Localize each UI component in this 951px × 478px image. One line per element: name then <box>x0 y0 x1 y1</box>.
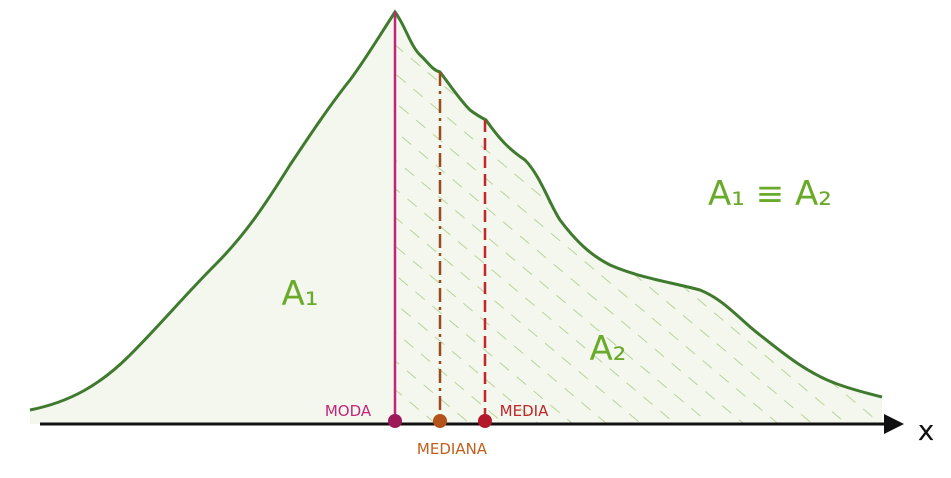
median-point <box>433 414 447 428</box>
x-axis-label: x <box>918 414 935 447</box>
mean-point <box>478 414 492 428</box>
diagram: A₁ A₂ A₁ ≡ A₂ MODA MEDIANA MEDIA x <box>0 0 951 478</box>
area-right-label: A₂ <box>590 329 627 369</box>
axis-arrow <box>884 414 904 434</box>
page: {"labels": {"area_left": "A₁", "area_rig… <box>0 0 951 478</box>
area-left-label: A₁ <box>282 274 319 314</box>
median-label: MEDIANA <box>417 440 488 458</box>
equality-label: A₁ ≡ A₂ <box>708 174 832 214</box>
mode-point <box>388 414 402 428</box>
mode-label: MODA <box>325 402 372 420</box>
mean-label: MEDIA <box>500 402 549 420</box>
